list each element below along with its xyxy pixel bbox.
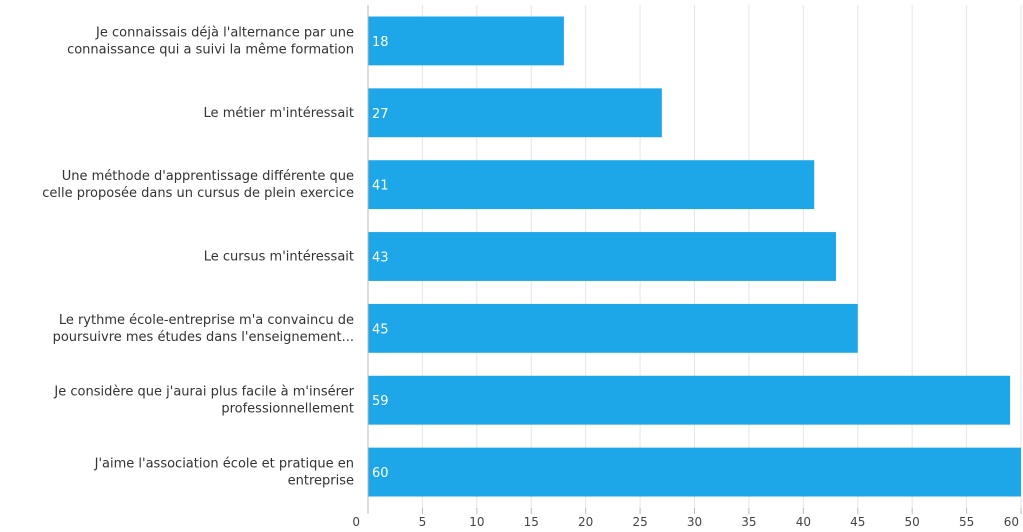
tick-label: 35 xyxy=(741,515,756,529)
category-label: Une méthode d'apprentissage différente q… xyxy=(42,169,354,201)
bar xyxy=(368,88,662,138)
bar xyxy=(368,160,815,210)
tick-label: 10 xyxy=(469,515,484,529)
data-label: 59 xyxy=(372,394,389,409)
tick-label: 20 xyxy=(578,515,593,529)
bar xyxy=(368,447,1021,497)
tick-label: 25 xyxy=(632,515,647,529)
category-label: Le rythme école-entreprise m'a convaincu… xyxy=(53,313,354,345)
tick-label: 55 xyxy=(959,515,974,529)
bar xyxy=(368,303,858,353)
tick-label: 50 xyxy=(905,515,920,529)
data-label: 43 xyxy=(372,251,389,266)
data-label: 41 xyxy=(372,179,389,194)
tick-label: 15 xyxy=(524,515,539,529)
data-label: 45 xyxy=(372,322,389,337)
category-label: J'aime l'association école et pratique e… xyxy=(94,457,354,489)
tick-label: 40 xyxy=(796,515,811,529)
category-label: Le cursus m'intéressait xyxy=(204,250,354,265)
bar xyxy=(368,16,564,66)
category-labels: Je connaissais déjà l'alternance par une… xyxy=(42,25,354,488)
category-label: Je considère que j'aurai plus facile à m… xyxy=(53,385,354,417)
tick-label: 60 xyxy=(1004,515,1019,529)
data-label: 27 xyxy=(372,107,389,122)
category-label: Le métier m'intéressait xyxy=(204,106,354,121)
data-label: 60 xyxy=(372,466,389,481)
tick-label: 0 xyxy=(352,515,360,529)
bars: 18 27 41 43 45 59 60 xyxy=(368,16,1021,497)
bar xyxy=(368,232,836,281)
tick-label: 5 xyxy=(419,515,427,529)
bar xyxy=(368,375,1011,425)
x-axis-ticks: 0 5 10 15 20 25 30 35 40 45 50 55 60 xyxy=(352,508,1022,529)
data-label: 18 xyxy=(372,35,389,50)
category-label: Je connaissais déjà l'alternance par une… xyxy=(67,25,354,57)
tick-label: 45 xyxy=(850,515,865,529)
tick-label: 30 xyxy=(687,515,702,529)
